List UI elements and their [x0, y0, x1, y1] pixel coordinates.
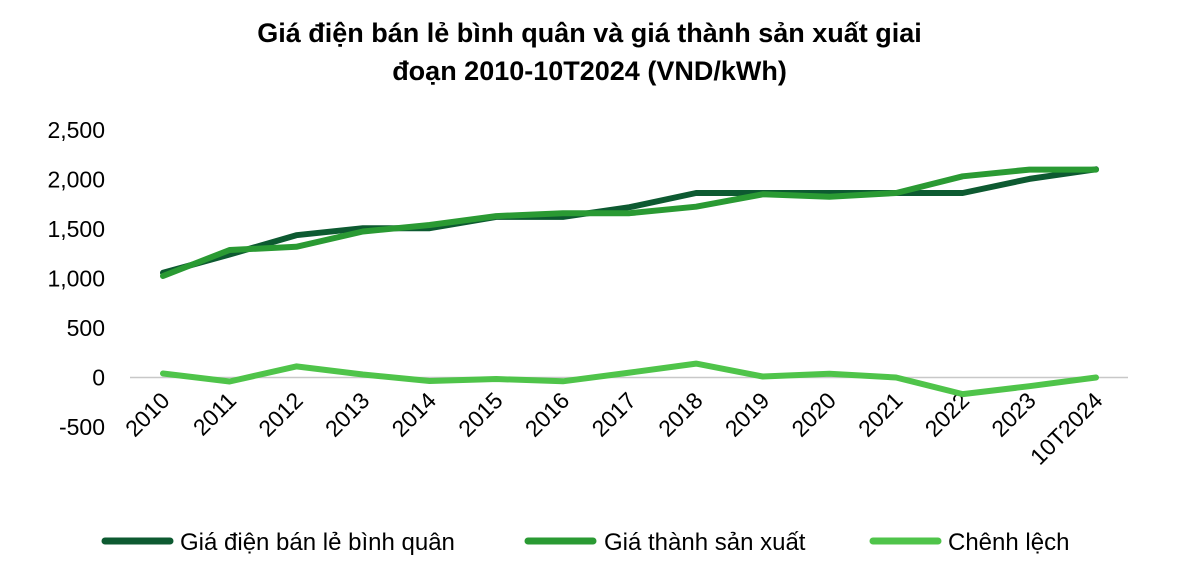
chart-title-line-1: Giá điện bán lẻ bình quân và giá thành s… — [257, 18, 922, 48]
x-tick-label: 2017 — [586, 387, 641, 442]
series-line-3 — [160, 360, 1099, 398]
series-line-2 — [160, 166, 1099, 279]
y-tick-label: -500 — [59, 414, 105, 440]
x-tick-label: 2014 — [387, 387, 442, 442]
x-tick-label: 2011 — [188, 387, 241, 440]
legend-label: Giá thành sản xuất — [604, 529, 806, 556]
x-tick-label: 2020 — [786, 387, 841, 442]
legend-label: Chênh lệch — [948, 529, 1069, 556]
x-tick-label: 2012 — [253, 387, 308, 442]
y-tick-label: 2,500 — [47, 117, 105, 143]
x-tick-label: 2019 — [720, 387, 775, 442]
legend-label: Giá điện bán lẻ bình quân — [180, 529, 455, 556]
y-tick-label: 500 — [67, 315, 105, 341]
y-tick-label: 1,000 — [47, 266, 105, 292]
chart-title-line-2: đoạn 2010-10T2024 (VND/kWh) — [392, 56, 787, 86]
x-tick-label: 2023 — [986, 387, 1041, 442]
x-tick-label: 2021 — [853, 387, 908, 442]
x-tick-label: 2013 — [320, 387, 375, 442]
y-tick-label: 0 — [92, 365, 105, 391]
y-tick-label: 2,000 — [47, 167, 105, 193]
series-line-1 — [160, 166, 1099, 276]
x-tick-label: 2018 — [653, 387, 708, 442]
chart-title: Giá điện bán lẻ bình quân và giá thành s… — [0, 14, 1179, 90]
x-tick-label: 2016 — [520, 387, 575, 442]
x-tick-label: 2010 — [120, 387, 175, 442]
x-tick-label: 2015 — [453, 387, 508, 442]
x-tick-label: 10T2024 — [1025, 387, 1108, 470]
y-tick-label: 1,500 — [47, 216, 105, 242]
